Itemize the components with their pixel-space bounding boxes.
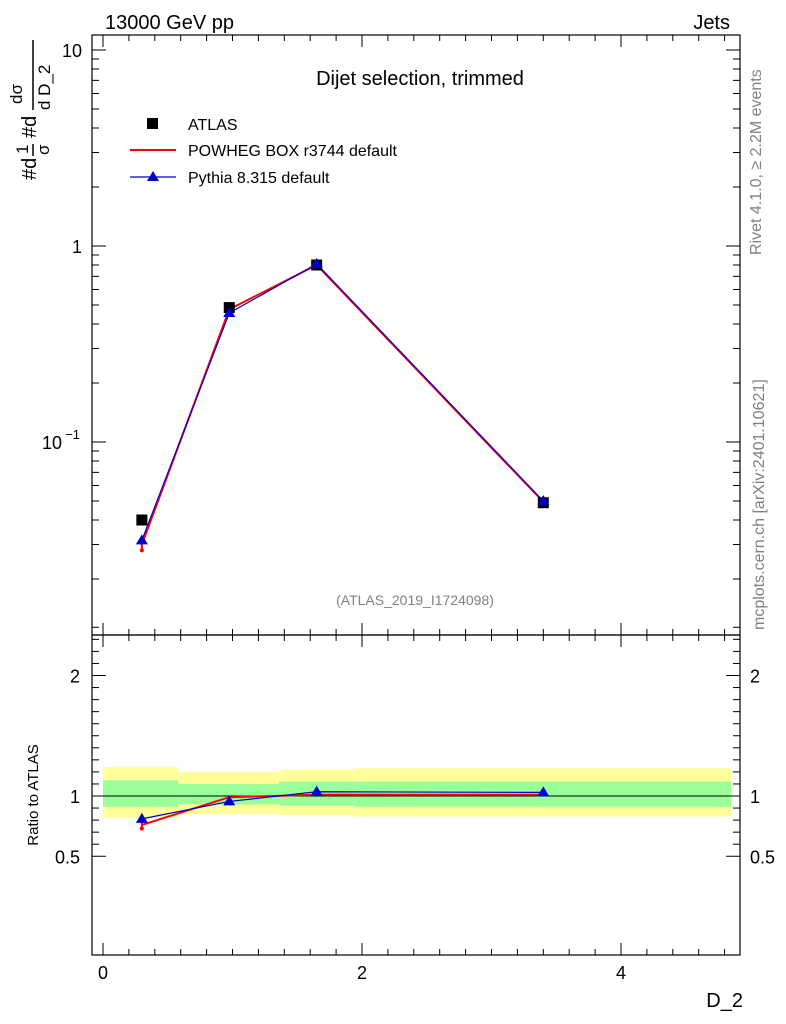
ratio-ytick-label-right: 0.5: [750, 847, 775, 867]
powheg-error-cap: [139, 548, 144, 553]
pythia-point: [310, 257, 323, 268]
xtick-label: 2: [357, 963, 367, 983]
pythia-ratio-point: [223, 795, 236, 806]
powheg-ratio-error-cap: [139, 826, 144, 831]
ylabel-sigma: σ: [34, 144, 53, 155]
ylabel-one: 1: [13, 145, 32, 154]
ratio-ytick-label-right: 2: [750, 667, 760, 687]
rivet-version-label: Rivet 4.1.0, ≥ 2.2M events: [748, 69, 765, 255]
legend: ATLAS POWHEG BOX r3744 default Pythia 8.…: [130, 117, 398, 187]
pythia-point: [537, 495, 550, 506]
legend-atlas-label: ATLAS: [188, 117, 238, 134]
legend-pythia-marker: [147, 171, 159, 181]
ylabel-dd2: d D_2: [35, 65, 54, 110]
ylabel-hash1: #d: [19, 158, 41, 180]
ratio-frame: [91, 634, 741, 956]
main-ylabel: #d 1 σ #d dσ d D_2: [7, 40, 54, 180]
pythia-point: [135, 534, 148, 545]
ratio-ytick-label-left: 1: [70, 787, 80, 807]
main-ytick-label-exponent: −1: [65, 427, 80, 442]
ratio-ylabel: Ratio to ATLAS: [25, 744, 42, 845]
powheg-line: [140, 263, 545, 545]
main-ytick-label: 10: [42, 433, 62, 453]
header-process: Jets: [693, 12, 730, 34]
pythia-line: [141, 263, 544, 541]
analysis-watermark: (ATLAS_2019_I1724098): [336, 592, 494, 608]
pythia-ratio-point: [537, 786, 550, 797]
pythia-point: [223, 307, 236, 318]
pythia-ratio-point: [310, 785, 323, 796]
ratio-ytick-label-left: 2: [70, 667, 80, 687]
main-ytick-label: 10: [62, 41, 82, 61]
ratio-band-inner: [103, 780, 179, 807]
xlabel: D_2: [706, 990, 743, 1012]
ratio-ytick-label-right: 1: [750, 787, 760, 807]
mcplots-label: mcplots.cern.ch [arXiv:2401.10621]: [751, 379, 768, 630]
xtick-label: 0: [98, 963, 108, 983]
ylabel-hash2: #d: [19, 116, 41, 138]
plot-title: Dijet selection, trimmed: [316, 68, 524, 90]
legend-atlas-marker: [147, 118, 158, 129]
ylabel-dsigma: dσ: [7, 84, 26, 104]
legend-powheg-label: POWHEG BOX r3744 default: [188, 143, 398, 160]
ratio-ytick-label-left: 0.5: [55, 847, 80, 867]
xtick-label: 4: [616, 963, 626, 983]
main-ytick-label: 1: [72, 237, 82, 257]
header-energy: 13000 GeV pp: [105, 12, 234, 34]
pythia-ratio-point: [135, 812, 148, 823]
pythia-ratio-line: [141, 791, 544, 820]
atlas-point: [136, 514, 148, 526]
ratio-band-inner: [178, 783, 280, 805]
legend-pythia-label: Pythia 8.315 default: [188, 170, 330, 187]
main-panel: Dijet selection, trimmed (ATLAS_2019_I17…: [42, 34, 741, 636]
ratio-panel: 0 2 4 0.5 0.5 1 1 2 2: [55, 626, 775, 983]
